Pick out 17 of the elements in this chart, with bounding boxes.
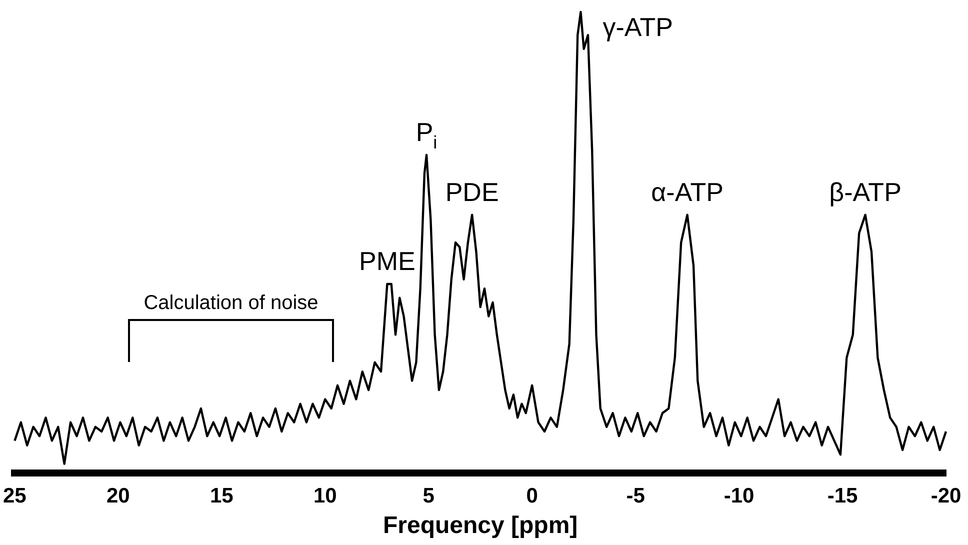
x-tick-label: 10 [313,484,337,508]
annotation: PME [359,246,416,276]
x-tick-label: 20 [106,484,130,508]
x-tick-label: -5 [626,484,646,508]
annotation: PDE [445,176,499,207]
x-tick-label: 5 [422,484,435,508]
annotation: Calculation of noise [144,292,318,315]
x-tick-label: 15 [210,484,234,508]
x-tick-label: -15 [827,484,858,508]
x-axis-title: Frequency [ppm] [382,512,578,540]
annotation: γ-ATP [602,12,674,42]
x-tick-label: 25 [3,484,27,508]
x-tick-label: -20 [930,484,962,508]
annotation: α-ATP [651,176,724,207]
x-tick-label: 0 [526,484,538,508]
annotation: β-ATP [829,176,902,207]
x-tick-label: -10 [724,484,754,508]
